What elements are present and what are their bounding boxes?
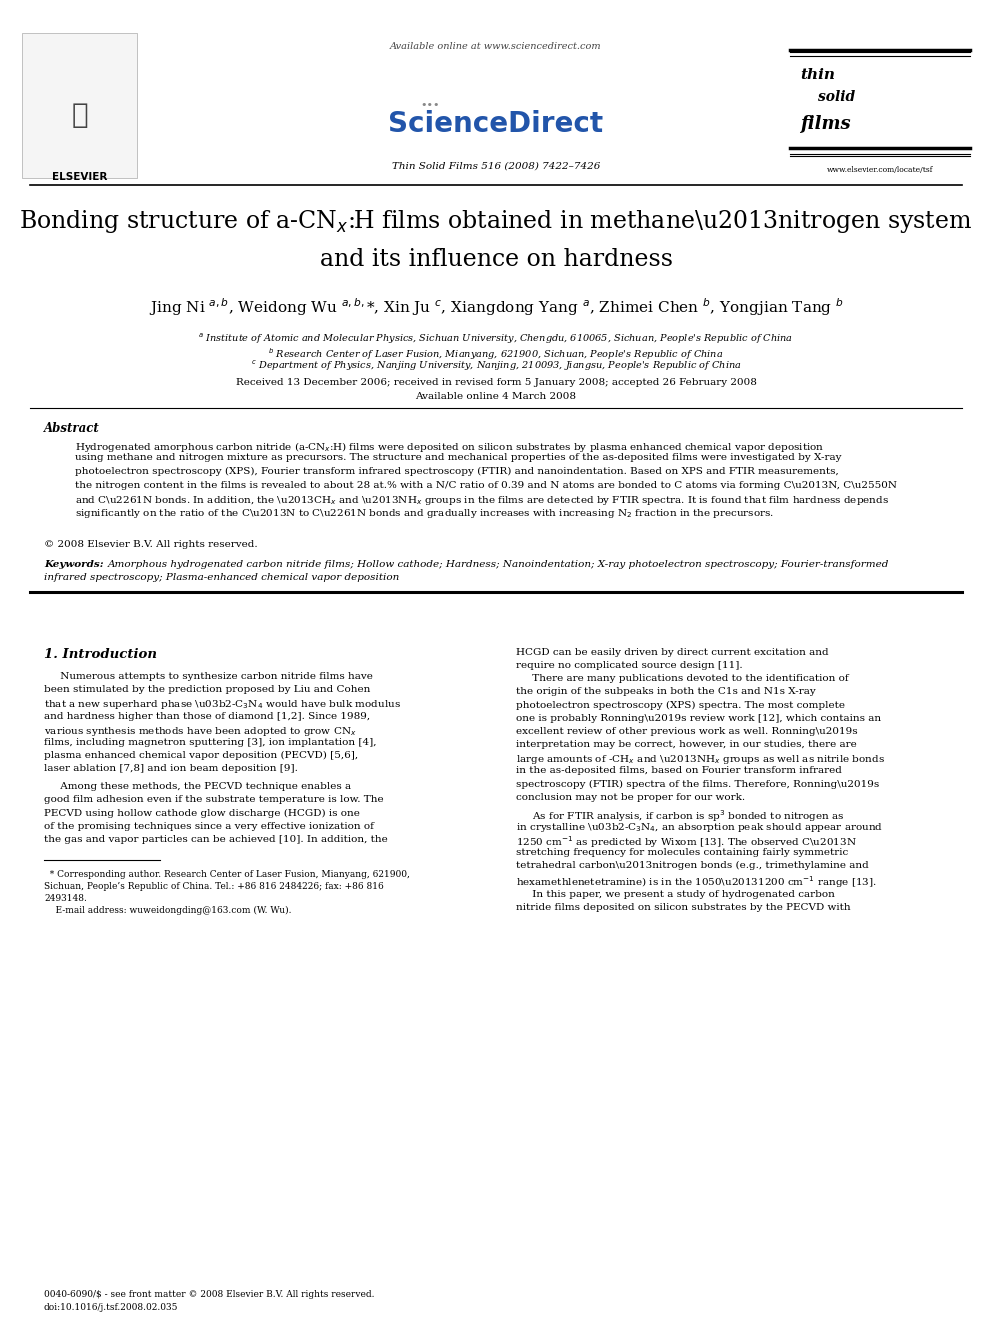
- Text: stretching frequency for molecules containing fairly symmetric: stretching frequency for molecules conta…: [516, 848, 848, 856]
- Text: plasma enhanced chemical vapor deposition (PECVD) [5,6],: plasma enhanced chemical vapor depositio…: [44, 751, 358, 761]
- Text: the origin of the subpeaks in both the C1s and N1s X-ray: the origin of the subpeaks in both the C…: [516, 687, 815, 696]
- Text: © 2008 Elsevier B.V. All rights reserved.: © 2008 Elsevier B.V. All rights reserved…: [44, 540, 258, 549]
- Text: one is probably Ronning\u2019s review work [12], which contains an: one is probably Ronning\u2019s review wo…: [516, 713, 881, 722]
- Text: conclusion may not be proper for our work.: conclusion may not be proper for our wor…: [516, 792, 745, 802]
- Text: www.elsevier.com/locate/tsf: www.elsevier.com/locate/tsf: [826, 165, 933, 175]
- Text: 2493148.: 2493148.: [44, 894, 87, 904]
- Text: photoelectron spectroscopy (XPS), Fourier transform infrared spectroscopy (FTIR): photoelectron spectroscopy (XPS), Fourie…: [75, 467, 839, 476]
- Text: solid: solid: [818, 90, 855, 105]
- Text: $^a$ Institute of Atomic and Molecular Physics, Sichuan University, Chengdu, 610: $^a$ Institute of Atomic and Molecular P…: [198, 332, 794, 347]
- Text: using methane and nitrogen mixture as precursors. The structure and mechanical p: using methane and nitrogen mixture as pr…: [75, 454, 841, 463]
- Text: the nitrogen content in the films is revealed to about 28 at.% with a N/C ratio : the nitrogen content in the films is rev…: [75, 480, 897, 490]
- Text: There are many publications devoted to the identification of: There are many publications devoted to t…: [516, 673, 848, 683]
- Text: E-mail address: wuweidongding@163.com (W. Wu).: E-mail address: wuweidongding@163.com (W…: [44, 906, 292, 916]
- Text: 1. Introduction: 1. Introduction: [44, 648, 157, 662]
- Text: laser ablation [7,8] and ion beam deposition [9].: laser ablation [7,8] and ion beam deposi…: [44, 765, 298, 774]
- Bar: [22, 33, 137, 179]
- Text: and its influence on hardness: and its influence on hardness: [319, 247, 673, 271]
- Text: 0040-6090/$ - see front matter © 2008 Elsevier B.V. All rights reserved.: 0040-6090/$ - see front matter © 2008 El…: [44, 1290, 375, 1299]
- Text: large amounts of -CH$_x$ and \u2013NH$_x$ groups as well as nitrile bonds: large amounts of -CH$_x$ and \u2013NH$_x…: [516, 753, 885, 766]
- Text: Jing Ni $^{a,b}$, Weidong Wu $^{a,b,}$*, Xin Ju $^c$, Xiangdong Yang $^a$, Zhime: Jing Ni $^{a,b}$, Weidong Wu $^{a,b,}$*,…: [149, 296, 843, 318]
- Text: Sichuan, People’s Republic of China. Tel.: +86 816 2484226; fax: +86 816: Sichuan, People’s Republic of China. Tel…: [44, 882, 384, 890]
- Text: $^b$ Research Center of Laser Fusion, Mianyang, 621900, Sichuan, People's Republ: $^b$ Research Center of Laser Fusion, Mi…: [269, 347, 723, 361]
- Text: in the as-deposited films, based on Fourier transform infrared: in the as-deposited films, based on Four…: [516, 766, 842, 775]
- Text: ELSEVIER: ELSEVIER: [53, 172, 108, 183]
- Text: Among these methods, the PECVD technique enables a: Among these methods, the PECVD technique…: [44, 782, 351, 791]
- Text: excellent review of other previous work as well. Ronning\u2019s: excellent review of other previous work …: [516, 726, 858, 736]
- Text: and hardness higher than those of diamond [1,2]. Since 1989,: and hardness higher than those of diamon…: [44, 712, 370, 721]
- Text: doi:10.1016/j.tsf.2008.02.035: doi:10.1016/j.tsf.2008.02.035: [44, 1303, 179, 1312]
- Text: Thin Solid Films 516 (2008) 7422–7426: Thin Solid Films 516 (2008) 7422–7426: [392, 161, 600, 171]
- Text: various synthesis methods have been adopted to grow CN$_x$: various synthesis methods have been adop…: [44, 725, 356, 738]
- Text: films, including magnetron sputtering [3], ion implantation [4],: films, including magnetron sputtering [3…: [44, 738, 377, 747]
- Text: hexamethlenetetramine) is in the 1050\u20131200 cm$^{-1}$ range [13].: hexamethlenetetramine) is in the 1050\u2…: [516, 875, 877, 890]
- Text: Available online 4 March 2008: Available online 4 March 2008: [416, 392, 576, 401]
- Text: significantly on the ratio of the C\u2013N to C\u2261N bonds and gradually incre: significantly on the ratio of the C\u201…: [75, 508, 774, 520]
- Text: Abstract: Abstract: [44, 422, 100, 435]
- Text: As for FTIR analysis, if carbon is sp$^3$ bonded to nitrogen as: As for FTIR analysis, if carbon is sp$^3…: [516, 808, 845, 824]
- Text: require no complicated source design [11].: require no complicated source design [11…: [516, 662, 743, 671]
- Text: Keywords:: Keywords:: [44, 560, 103, 569]
- Text: photoelectron spectroscopy (XPS) spectra. The most complete: photoelectron spectroscopy (XPS) spectra…: [516, 700, 845, 709]
- Text: that a new superhard phase \u03b2-C$_3$N$_4$ would have bulk modulus: that a new superhard phase \u03b2-C$_3$N…: [44, 699, 401, 712]
- Text: 🌳: 🌳: [71, 101, 88, 130]
- Text: nitride films deposited on silicon substrates by the PECVD with: nitride films deposited on silicon subst…: [516, 904, 850, 912]
- Text: tetrahedral carbon\u2013nitrogen bonds (e.g., trimethylamine and: tetrahedral carbon\u2013nitrogen bonds (…: [516, 861, 869, 871]
- Text: Bonding structure of a-CN$_x$:H films obtained in methane\u2013nitrogen system: Bonding structure of a-CN$_x$:H films ob…: [20, 208, 972, 235]
- Text: * Corresponding author. Research Center of Laser Fusion, Mianyang, 621900,: * Corresponding author. Research Center …: [44, 871, 410, 878]
- Text: Amorphous hydrogenated carbon nitride films; Hollow cathode; Hardness; Nanoinden: Amorphous hydrogenated carbon nitride fi…: [108, 560, 890, 569]
- Text: spectroscopy (FTIR) spectra of the films. Therefore, Ronning\u2019s: spectroscopy (FTIR) spectra of the films…: [516, 779, 879, 789]
- Text: HCGD can be easily driven by direct current excitation and: HCGD can be easily driven by direct curr…: [516, 648, 828, 658]
- Text: been stimulated by the prediction proposed by Liu and Cohen: been stimulated by the prediction propos…: [44, 685, 370, 695]
- Text: Received 13 December 2006; received in revised form 5 January 2008; accepted 26 : Received 13 December 2006; received in r…: [235, 378, 757, 388]
- Text: interpretation may be correct, however, in our studies, there are: interpretation may be correct, however, …: [516, 740, 857, 749]
- Text: Hydrogenated amorphous carbon nitride (a-CN$_x$:H) films were deposited on silic: Hydrogenated amorphous carbon nitride (a…: [75, 441, 824, 454]
- Text: and C\u2261N bonds. In addition, the \u2013CH$_x$ and \u2013NH$_x$ groups in the: and C\u2261N bonds. In addition, the \u2…: [75, 493, 889, 507]
- Text: of the promising techniques since a very effective ionization of: of the promising techniques since a very…: [44, 822, 374, 831]
- Text: Numerous attempts to synthesize carbon nitride films have: Numerous attempts to synthesize carbon n…: [44, 672, 373, 681]
- Text: films: films: [800, 115, 850, 134]
- Text: in crystalline \u03b2-C$_3$N$_4$, an absorption peak should appear around: in crystalline \u03b2-C$_3$N$_4$, an abs…: [516, 822, 883, 835]
- Text: good film adhesion even if the substrate temperature is low. The: good film adhesion even if the substrate…: [44, 795, 384, 804]
- Text: the gas and vapor particles can be achieved [10]. In addition, the: the gas and vapor particles can be achie…: [44, 835, 388, 844]
- Text: PECVD using hollow cathode glow discharge (HCGD) is one: PECVD using hollow cathode glow discharg…: [44, 808, 360, 818]
- Text: •••: •••: [421, 101, 439, 110]
- Text: ScienceDirect: ScienceDirect: [389, 110, 603, 138]
- Text: thin: thin: [800, 67, 835, 82]
- Text: infrared spectroscopy; Plasma-enhanced chemical vapor deposition: infrared spectroscopy; Plasma-enhanced c…: [44, 573, 399, 582]
- Text: In this paper, we present a study of hydrogenated carbon: In this paper, we present a study of hyd…: [516, 890, 835, 900]
- Text: 1250 cm$^{-1}$ as predicted by Wixom [13]. The observed C\u2013N: 1250 cm$^{-1}$ as predicted by Wixom [13…: [516, 835, 857, 851]
- Text: Available online at www.sciencedirect.com: Available online at www.sciencedirect.co…: [390, 42, 602, 52]
- Text: $^c$ Department of Physics, Nanjing University, Nanjing, 210093, Jiangsu, People: $^c$ Department of Physics, Nanjing Univ…: [251, 359, 741, 373]
